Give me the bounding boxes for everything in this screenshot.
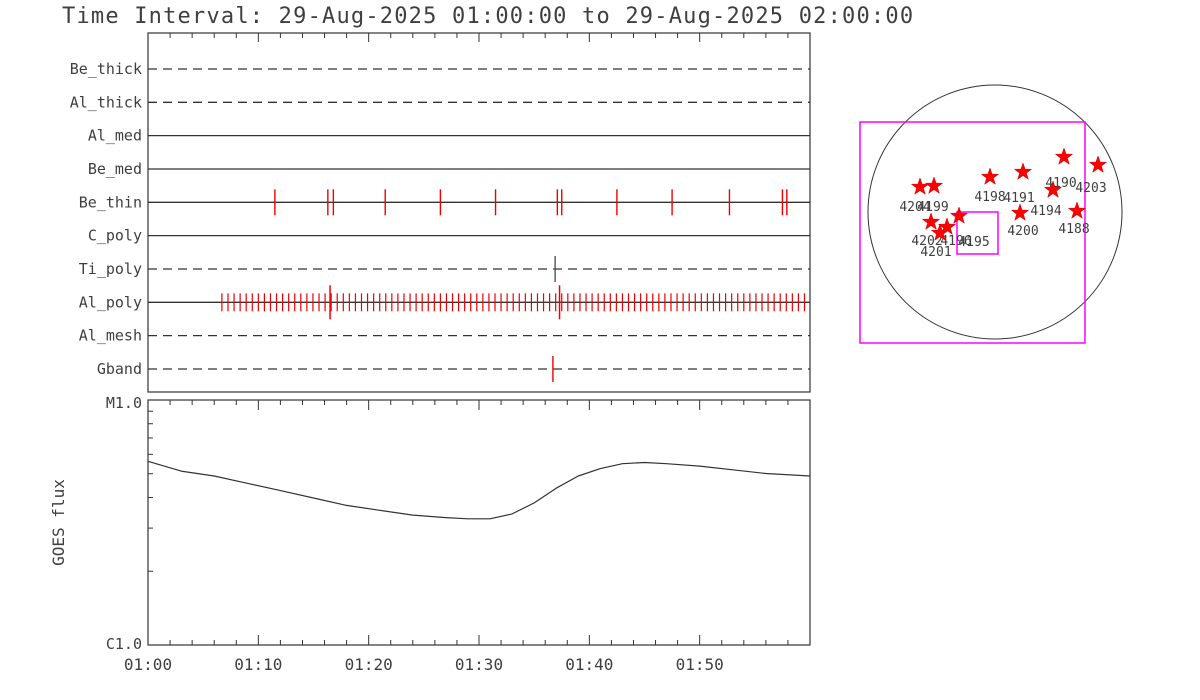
active-region-star-4200 xyxy=(1010,203,1030,221)
active-region-star-4198 xyxy=(980,167,1000,185)
filter-label-Be_thin: Be_thin xyxy=(79,193,142,211)
filter-label-Ti_poly: Ti_poly xyxy=(79,260,142,278)
active-region-label-4203: 4203 xyxy=(1075,181,1106,196)
filter-label-Be_med: Be_med xyxy=(88,160,142,178)
timeline-frame xyxy=(147,32,811,393)
x-tick-label: 01:10 xyxy=(234,655,282,674)
filter-label-Al_poly: Al_poly xyxy=(79,293,142,311)
x-tick-label: 01:30 xyxy=(455,655,503,674)
filter-label-Al_med: Al_med xyxy=(88,127,142,145)
active-region-label-4199: 4199 xyxy=(917,200,948,215)
active-region-star-4203 xyxy=(1088,155,1108,173)
active-region-label-4196: 4196 xyxy=(940,234,971,249)
x-tick-label: 01:50 xyxy=(676,655,724,674)
x-tick-label: 01:40 xyxy=(565,655,613,674)
y-axis-label-top: M1.0 xyxy=(106,394,142,412)
fov-box-1 xyxy=(859,121,1086,344)
active-region-star-4201 xyxy=(930,223,950,241)
filter-label-Be_thick: Be_thick xyxy=(70,60,142,78)
filter-label-Gband: Gband xyxy=(97,360,142,378)
x-tick-label: 01:00 xyxy=(124,655,172,674)
goes-frame xyxy=(147,399,811,646)
active-region-star-4195 xyxy=(949,206,969,224)
filter-label-Al_thick: Al_thick xyxy=(70,93,142,111)
filter-label-C_poly: C_poly xyxy=(88,227,142,245)
filter-label-Al_mesh: Al_mesh xyxy=(79,327,142,345)
x-tick-label: 01:20 xyxy=(345,655,393,674)
active-region-label-4200: 4200 xyxy=(1007,224,1038,239)
y-axis-title: GOES flux xyxy=(49,479,68,566)
fov-box-2 xyxy=(956,211,999,255)
active-region-star-4199 xyxy=(924,176,944,194)
active-region-star-4204 xyxy=(910,177,930,195)
active-region-star-4191 xyxy=(1013,162,1033,180)
goes-flux-curve xyxy=(147,460,811,520)
active-region-label-4202: 4202 xyxy=(911,234,942,249)
active-region-label-4191: 4191 xyxy=(1003,191,1034,206)
page-title: Time Interval: 29-Aug-2025 01:00:00 to 2… xyxy=(62,4,915,29)
y-axis-label-bottom: C1.0 xyxy=(106,635,142,653)
active-region-star-4202 xyxy=(921,212,941,230)
active-region-star-4194 xyxy=(1043,180,1063,198)
solar-disk xyxy=(867,84,1123,340)
active-region-label-4204: 4204 xyxy=(899,200,930,215)
active-region-label-4188: 4188 xyxy=(1058,222,1089,237)
active-region-star-4188 xyxy=(1067,201,1087,219)
active-region-label-4195: 4195 xyxy=(958,235,989,250)
active-region-label-4194: 4194 xyxy=(1030,204,1061,219)
active-region-label-4198: 4198 xyxy=(974,190,1005,205)
active-region-label-4201: 4201 xyxy=(920,245,951,260)
active-region-star-4190 xyxy=(1054,147,1074,165)
